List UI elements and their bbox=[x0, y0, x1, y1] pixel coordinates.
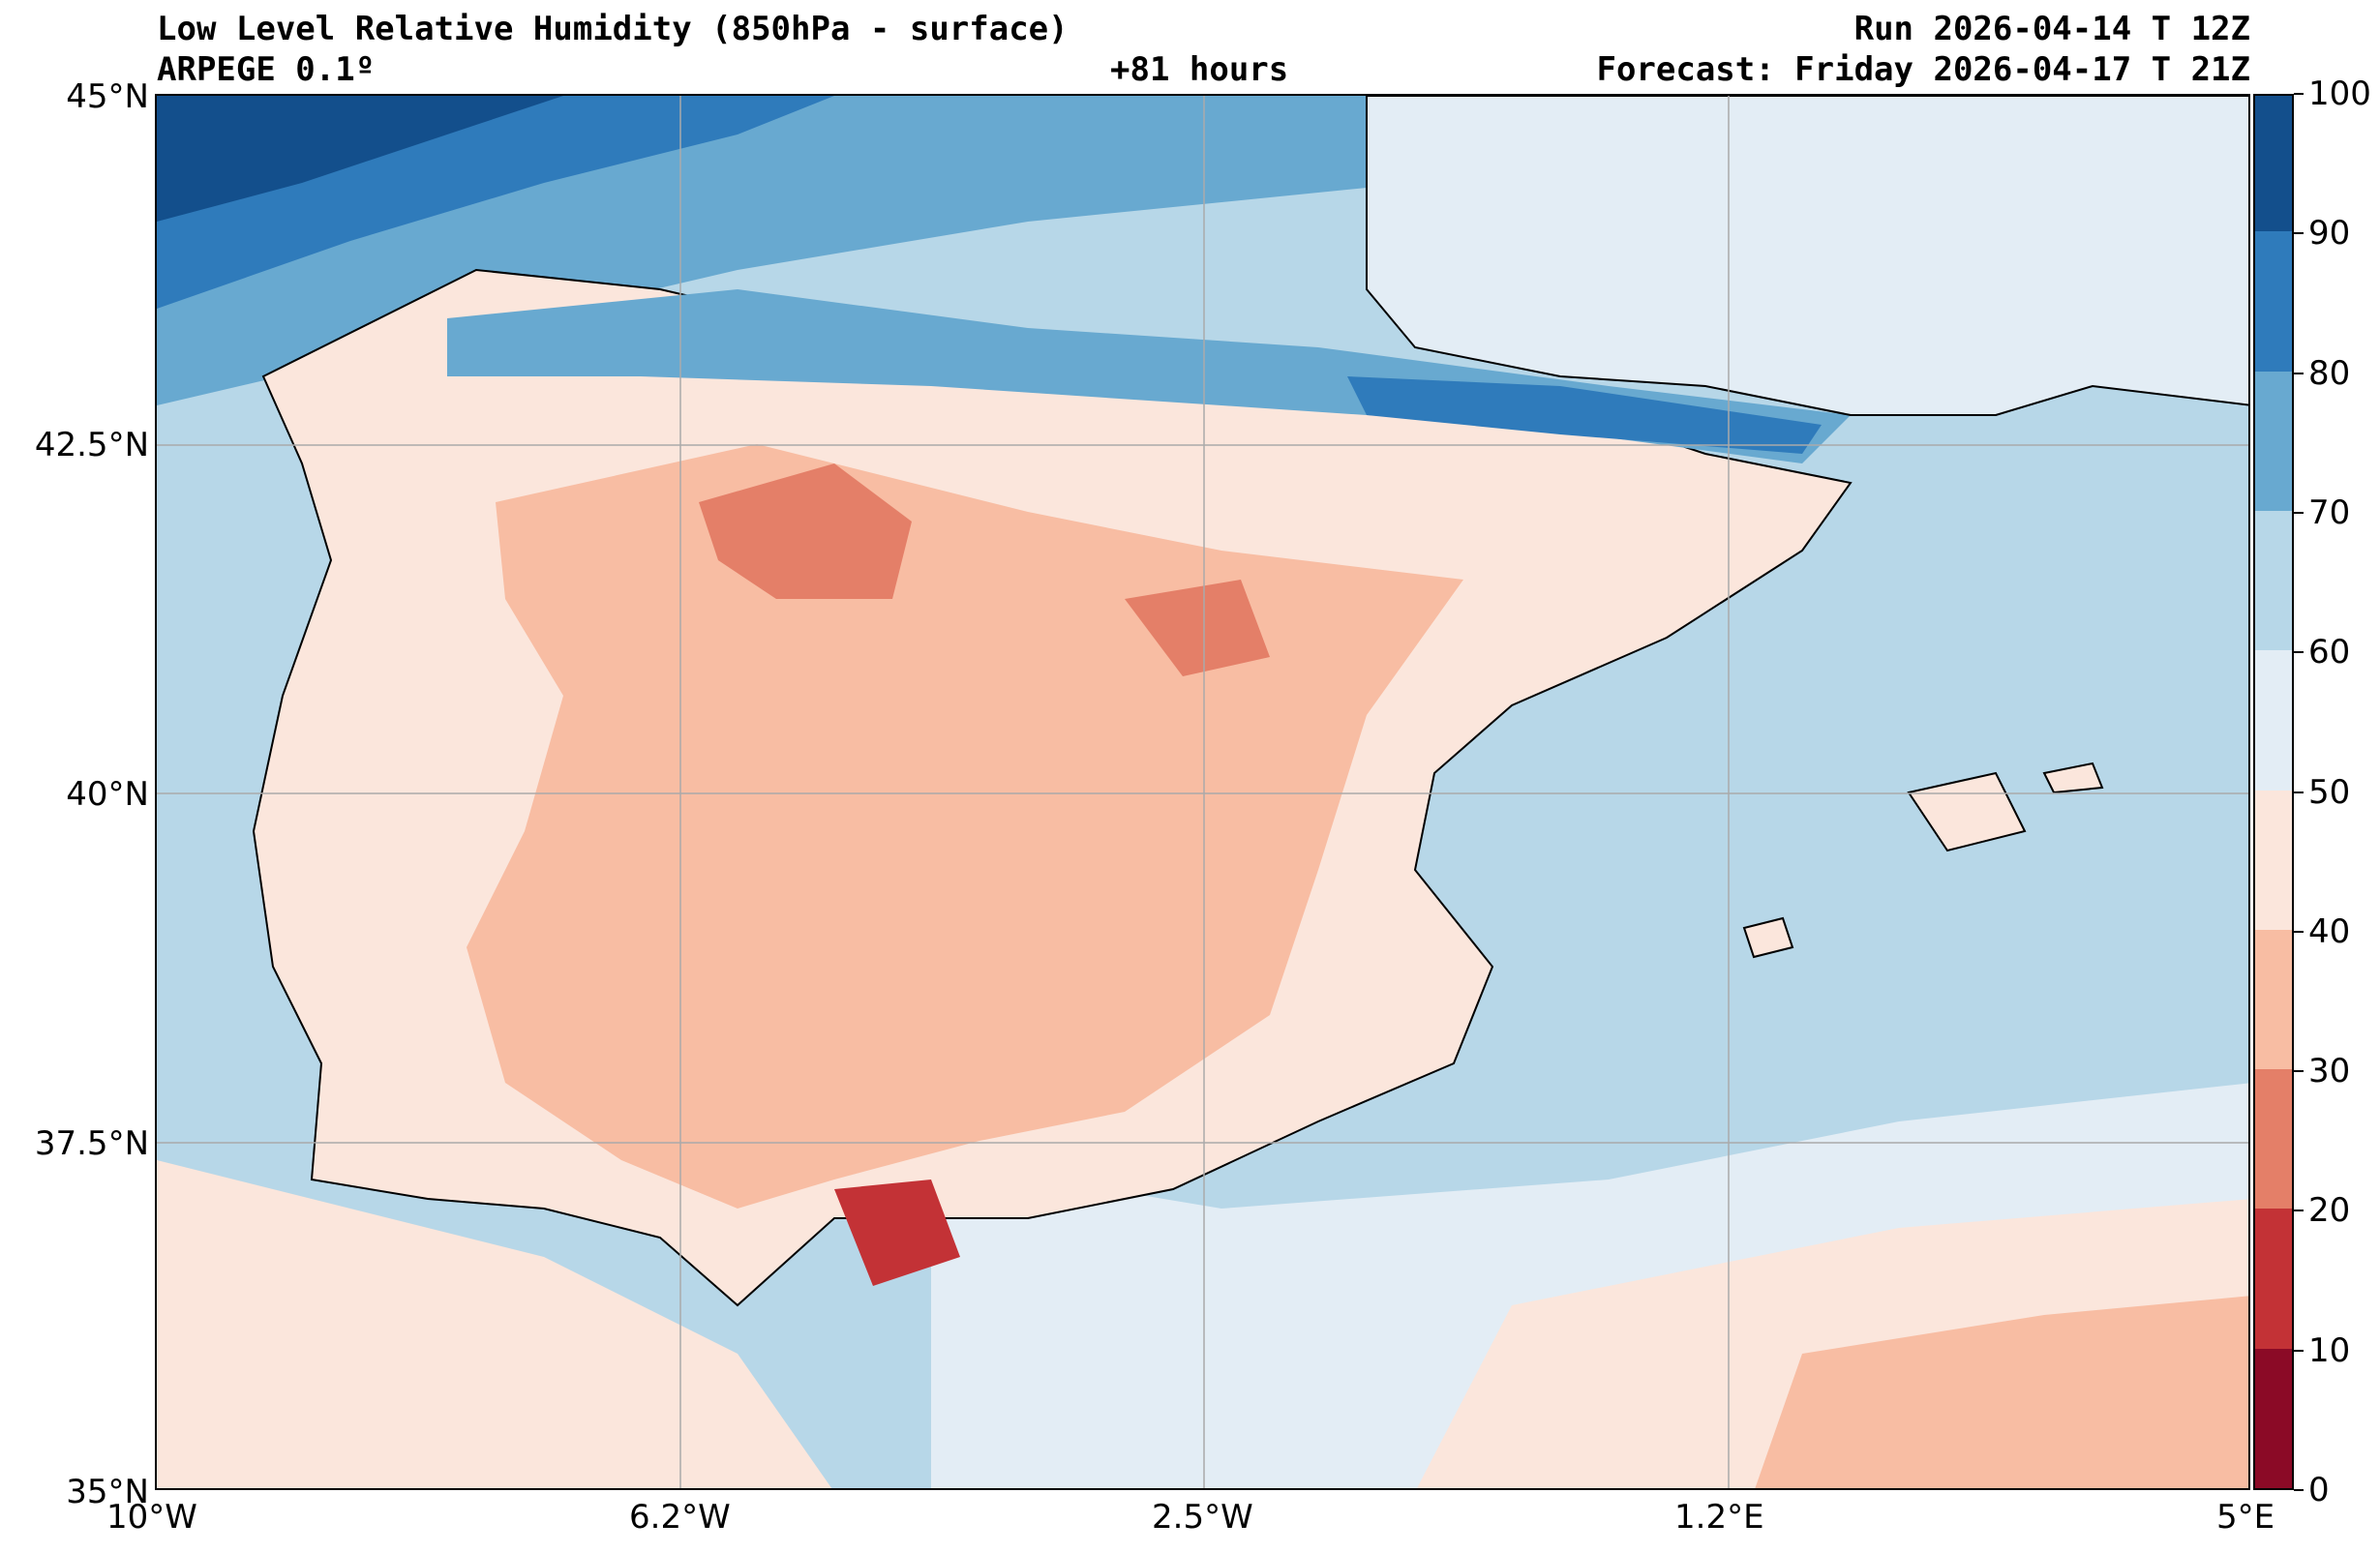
mallorca bbox=[1907, 771, 2027, 852]
colorbar-segment bbox=[2255, 1208, 2292, 1349]
very-dry-patch bbox=[1125, 580, 1270, 676]
colorbar-segment bbox=[2255, 371, 2292, 511]
colorbar-tick bbox=[2294, 372, 2304, 374]
colorbar-segment bbox=[2255, 230, 2292, 372]
lon-label: 5°E bbox=[2216, 1498, 2275, 1537]
colorbar-label: 10 bbox=[2308, 1330, 2351, 1370]
colorbar-label: 0 bbox=[2308, 1471, 2330, 1509]
lat-label: 40°N bbox=[66, 775, 149, 814]
colorbar-segment bbox=[2255, 510, 2292, 651]
very-moist-band bbox=[157, 96, 563, 222]
lon-label: 1.2°E bbox=[1674, 1498, 1764, 1537]
colorbar-label: 20 bbox=[2308, 1191, 2351, 1231]
map-canvas bbox=[157, 96, 2248, 1488]
colorbar-label: 70 bbox=[2308, 493, 2351, 532]
colorbar-segment bbox=[2255, 929, 2292, 1070]
colorbar-label: 60 bbox=[2308, 633, 2351, 672]
france-land bbox=[1366, 96, 2248, 416]
humidity-map[interactable] bbox=[155, 94, 2250, 1490]
lat-label: 42.5°N bbox=[34, 426, 149, 464]
lat-label: 35°N bbox=[66, 1473, 149, 1511]
colorbar-label: 50 bbox=[2308, 772, 2351, 812]
colorbar-label: 40 bbox=[2308, 911, 2351, 951]
colorbar-tick bbox=[2294, 651, 2304, 654]
ibiza bbox=[1742, 916, 1794, 959]
forecast-time: Forecast: Friday 2026-04-17 T 21Z bbox=[1596, 50, 2250, 89]
colorbar-segment bbox=[2255, 790, 2292, 930]
driest-patch bbox=[834, 1180, 960, 1286]
pyrenees-moist bbox=[1347, 376, 1822, 454]
lat-label: 37.5°N bbox=[34, 1124, 149, 1163]
menorca bbox=[2042, 762, 2104, 794]
lead-time: +81 hours bbox=[1110, 50, 1289, 89]
colorbar-tick bbox=[2294, 93, 2304, 95]
map-title: Low Level Relative Humidity (850hPa - su… bbox=[157, 10, 1069, 48]
colorbar-tick bbox=[2294, 791, 2304, 793]
colorbar-tick bbox=[2294, 1489, 2304, 1491]
colorbar-segment bbox=[2255, 1068, 2292, 1210]
colorbar-label: 30 bbox=[2308, 1052, 2351, 1091]
colorbar-tick bbox=[2294, 1210, 2304, 1212]
run-time: Run 2026-04-14 T 12Z bbox=[1853, 10, 2250, 48]
colorbar bbox=[2253, 94, 2294, 1490]
colorbar-segment bbox=[2255, 649, 2292, 791]
colorbar-label: 100 bbox=[2308, 75, 2371, 113]
lon-label: 6.2°W bbox=[629, 1498, 731, 1537]
lon-label: 10°W bbox=[106, 1498, 197, 1537]
colorbar-tick bbox=[2294, 1070, 2304, 1073]
very-dry-patch bbox=[699, 463, 912, 599]
colorbar-tick bbox=[2294, 511, 2304, 514]
colorbar-label: 80 bbox=[2308, 353, 2351, 393]
north-africa-dry bbox=[1755, 1296, 2248, 1488]
atlantic-dry bbox=[157, 1160, 832, 1488]
colorbar-tick bbox=[2294, 232, 2304, 235]
colorbar-tick bbox=[2294, 1349, 2304, 1352]
graticule bbox=[157, 96, 2248, 1488]
colorbar-segment bbox=[2255, 96, 2292, 232]
colorbar-label: 90 bbox=[2308, 214, 2351, 254]
lon-label: 2.5°W bbox=[1152, 1498, 1253, 1537]
colorbar-segment bbox=[2255, 1348, 2292, 1488]
lat-label: 45°N bbox=[66, 77, 149, 116]
model-label: ARPEGE 0.1º bbox=[157, 50, 376, 89]
colorbar-tick bbox=[2294, 930, 2304, 933]
